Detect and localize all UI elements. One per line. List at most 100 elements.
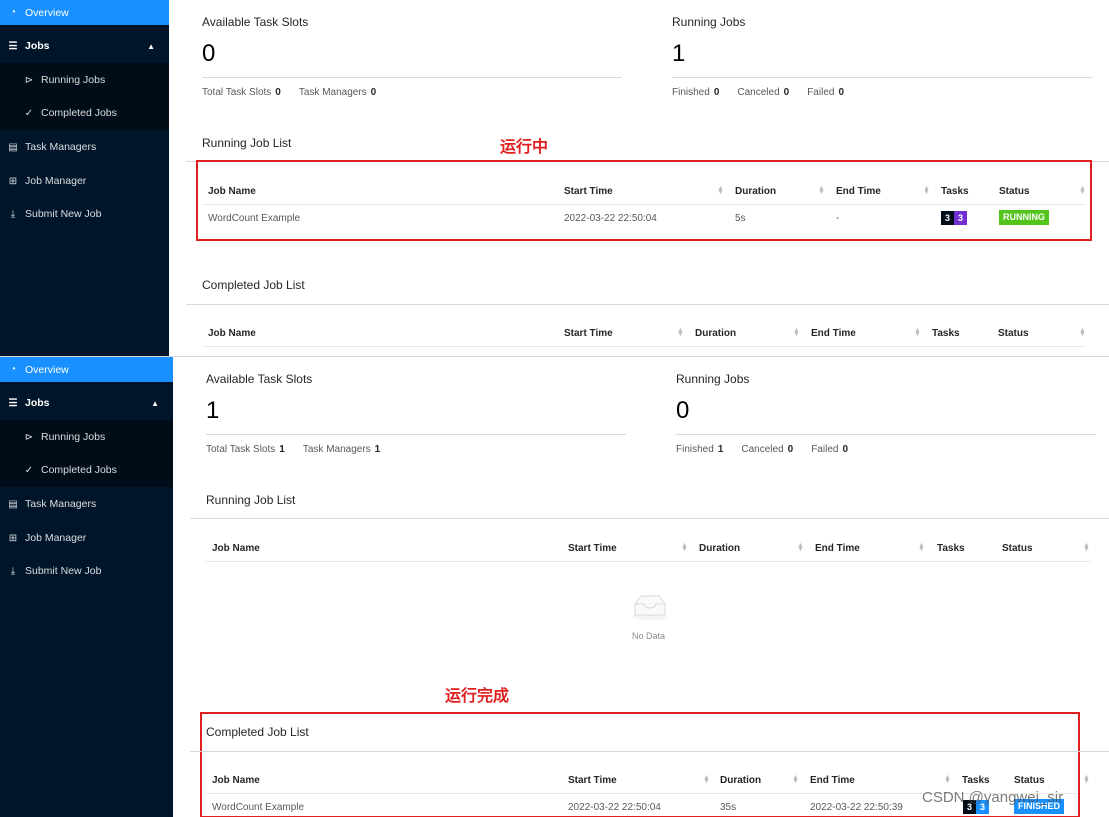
nav-job-manager[interactable]: ⊞ Job Manager: [0, 525, 173, 551]
play-circle-icon: ⊳: [24, 74, 34, 86]
col-tasks[interactable]: Tasks: [941, 186, 969, 197]
start-time-cell: 2022-03-22 22:50:04: [564, 213, 657, 224]
nav-running-jobs[interactable]: ⊳ Running Jobs: [0, 67, 169, 93]
status-badge: RUNNING: [999, 210, 1049, 225]
sort-icon[interactable]: ▲ ▼: [793, 327, 800, 338]
sort-icon[interactable]: ▲ ▼: [944, 774, 951, 785]
col-job-name[interactable]: Job Name: [212, 775, 260, 786]
col-duration[interactable]: Duration: [699, 543, 741, 554]
col-start-time[interactable]: Start Time: [564, 186, 613, 197]
col-tasks[interactable]: Tasks: [932, 328, 960, 339]
nav-job-manager[interactable]: ⊞ Job Manager: [0, 168, 169, 194]
col-start-time[interactable]: Start Time: [564, 328, 613, 339]
col-tasks[interactable]: Tasks: [937, 543, 965, 554]
nav-running-jobs[interactable]: ⊳ Running Jobs: [0, 424, 173, 450]
jobs-submenu: [0, 63, 169, 130]
total-task-slots-value: 1: [279, 444, 285, 455]
available-task-slots-value: 0: [202, 40, 216, 67]
sort-icon[interactable]: ▲ ▼: [677, 327, 684, 338]
end-time-cell: -: [836, 213, 840, 224]
sort-icon[interactable]: ▲ ▼: [818, 185, 825, 196]
job-status-summary: Finished 1 Canceled 0 Failed 0: [676, 444, 866, 455]
canceled-value: 0: [787, 444, 794, 455]
list-icon: ☰: [8, 397, 18, 409]
sort-icon[interactable]: ▲ ▼: [1083, 542, 1090, 553]
check-circle-icon: ✓: [24, 464, 34, 476]
col-start-time[interactable]: Start Time: [568, 543, 617, 554]
completed-job-list-title: Completed Job List: [202, 278, 305, 292]
col-duration[interactable]: Duration: [695, 328, 737, 339]
col-status[interactable]: Status: [1014, 775, 1045, 786]
sort-icon[interactable]: ▲ ▼: [923, 185, 930, 196]
finished-value: 1: [717, 444, 724, 455]
nav-overview[interactable]: ◔ Overview: [0, 0, 169, 25]
col-end-time[interactable]: End Time: [810, 775, 855, 786]
col-duration[interactable]: Duration: [720, 775, 762, 786]
sort-icon[interactable]: ▲ ▼: [1083, 774, 1090, 785]
nav-submit-new-job[interactable]: ⤓ Submit New Job: [0, 201, 169, 227]
col-end-time[interactable]: End Time: [815, 543, 860, 554]
sort-icon[interactable]: ▲ ▼: [1079, 327, 1086, 338]
col-end-time[interactable]: End Time: [811, 328, 856, 339]
upload-icon: ⤓: [10, 565, 16, 577]
col-job-name[interactable]: Job Name: [212, 543, 260, 554]
sort-icon[interactable]: ▲ ▼: [914, 327, 921, 338]
nav-completed-jobs[interactable]: ✓ Completed Jobs: [0, 457, 173, 483]
sort-icon[interactable]: ▲ ▼: [681, 542, 688, 553]
nav-jobs[interactable]: ☰ Jobs ▲: [0, 33, 169, 59]
task-managers-value: 1: [374, 444, 381, 455]
col-tasks[interactable]: Tasks: [962, 775, 990, 786]
status-badge: FINISHED: [1014, 799, 1065, 814]
sort-icon[interactable]: ▲ ▼: [703, 774, 710, 785]
sort-icon[interactable]: ▲ ▼: [1079, 185, 1086, 196]
end-time-cell: 2022-03-22 22:50:39: [810, 802, 903, 813]
annotation-finished: 运行完成: [445, 688, 510, 705]
running-job-list-title: Running Job List: [206, 493, 296, 507]
available-task-slots-title: Available Task Slots: [202, 15, 309, 29]
tasks-badge: 3 3: [963, 800, 989, 814]
col-job-name[interactable]: Job Name: [208, 328, 256, 339]
nav-task-managers-label: Task Managers: [25, 141, 97, 153]
task-slot-summary: Total Task Slots 1 Task Managers 1: [206, 444, 398, 455]
chevron-up-icon: ▲: [151, 398, 159, 408]
canceled-label: Canceled: [737, 87, 780, 98]
chevron-up-icon: ▲: [147, 41, 155, 51]
job-status-summary: Finished 0 Canceled 0 Failed 0: [672, 87, 862, 98]
canceled-label: Canceled: [741, 444, 784, 455]
nav-jobs[interactable]: ☰ Jobs ▲: [0, 390, 173, 416]
col-duration[interactable]: Duration: [735, 186, 777, 197]
job-name-cell[interactable]: WordCount Example: [212, 802, 305, 813]
finished-value: 0: [713, 87, 720, 98]
nav-overview[interactable]: ◔ Overview: [0, 357, 173, 382]
col-job-name[interactable]: Job Name: [208, 186, 256, 197]
table-header-divider: [202, 204, 1086, 205]
job-name-cell[interactable]: WordCount Example: [208, 213, 301, 224]
sort-icon[interactable]: ▲ ▼: [717, 185, 724, 196]
task-managers-label: Task Managers: [302, 444, 371, 455]
start-time-cell: 2022-03-22 22:50:04: [568, 802, 661, 813]
col-start-time[interactable]: Start Time: [568, 775, 617, 786]
col-status[interactable]: Status: [998, 328, 1029, 339]
nav-task-managers[interactable]: ▤ Task Managers: [0, 134, 169, 160]
available-task-slots-value: 1: [206, 397, 220, 424]
total-task-slots-value: 0: [275, 87, 281, 98]
sidebar: ◔ Overview ☰ Jobs ▲ ⊳ Running Jobs ✓ Complet…: [0, 357, 173, 817]
empty-inbox-icon: [632, 595, 668, 621]
nav-overview-label: Overview: [25, 363, 69, 376]
watermark: CSDN @yangwei_sir: [922, 789, 1064, 806]
col-status[interactable]: Status: [1002, 543, 1033, 554]
sort-icon[interactable]: ▲ ▼: [797, 542, 804, 553]
completed-job-list-title: Completed Job List: [206, 725, 309, 739]
divider: [672, 77, 1092, 78]
sort-icon[interactable]: ▲ ▼: [792, 774, 799, 785]
nav-submit-new-job[interactable]: ⤓ Submit New Job: [0, 558, 173, 584]
col-status[interactable]: Status: [999, 186, 1030, 197]
tasks-count-a: 3: [941, 211, 954, 225]
col-end-time[interactable]: End Time: [836, 186, 881, 197]
tasks-count-a: 3: [963, 800, 976, 814]
sort-icon[interactable]: ▲ ▼: [918, 542, 925, 553]
nav-task-managers[interactable]: ▤ Task Managers: [0, 491, 173, 517]
nav-completed-jobs[interactable]: ✓ Completed Jobs: [0, 100, 169, 126]
available-task-slots-title: Available Task Slots: [206, 372, 313, 386]
check-circle-icon: ✓: [24, 107, 34, 119]
